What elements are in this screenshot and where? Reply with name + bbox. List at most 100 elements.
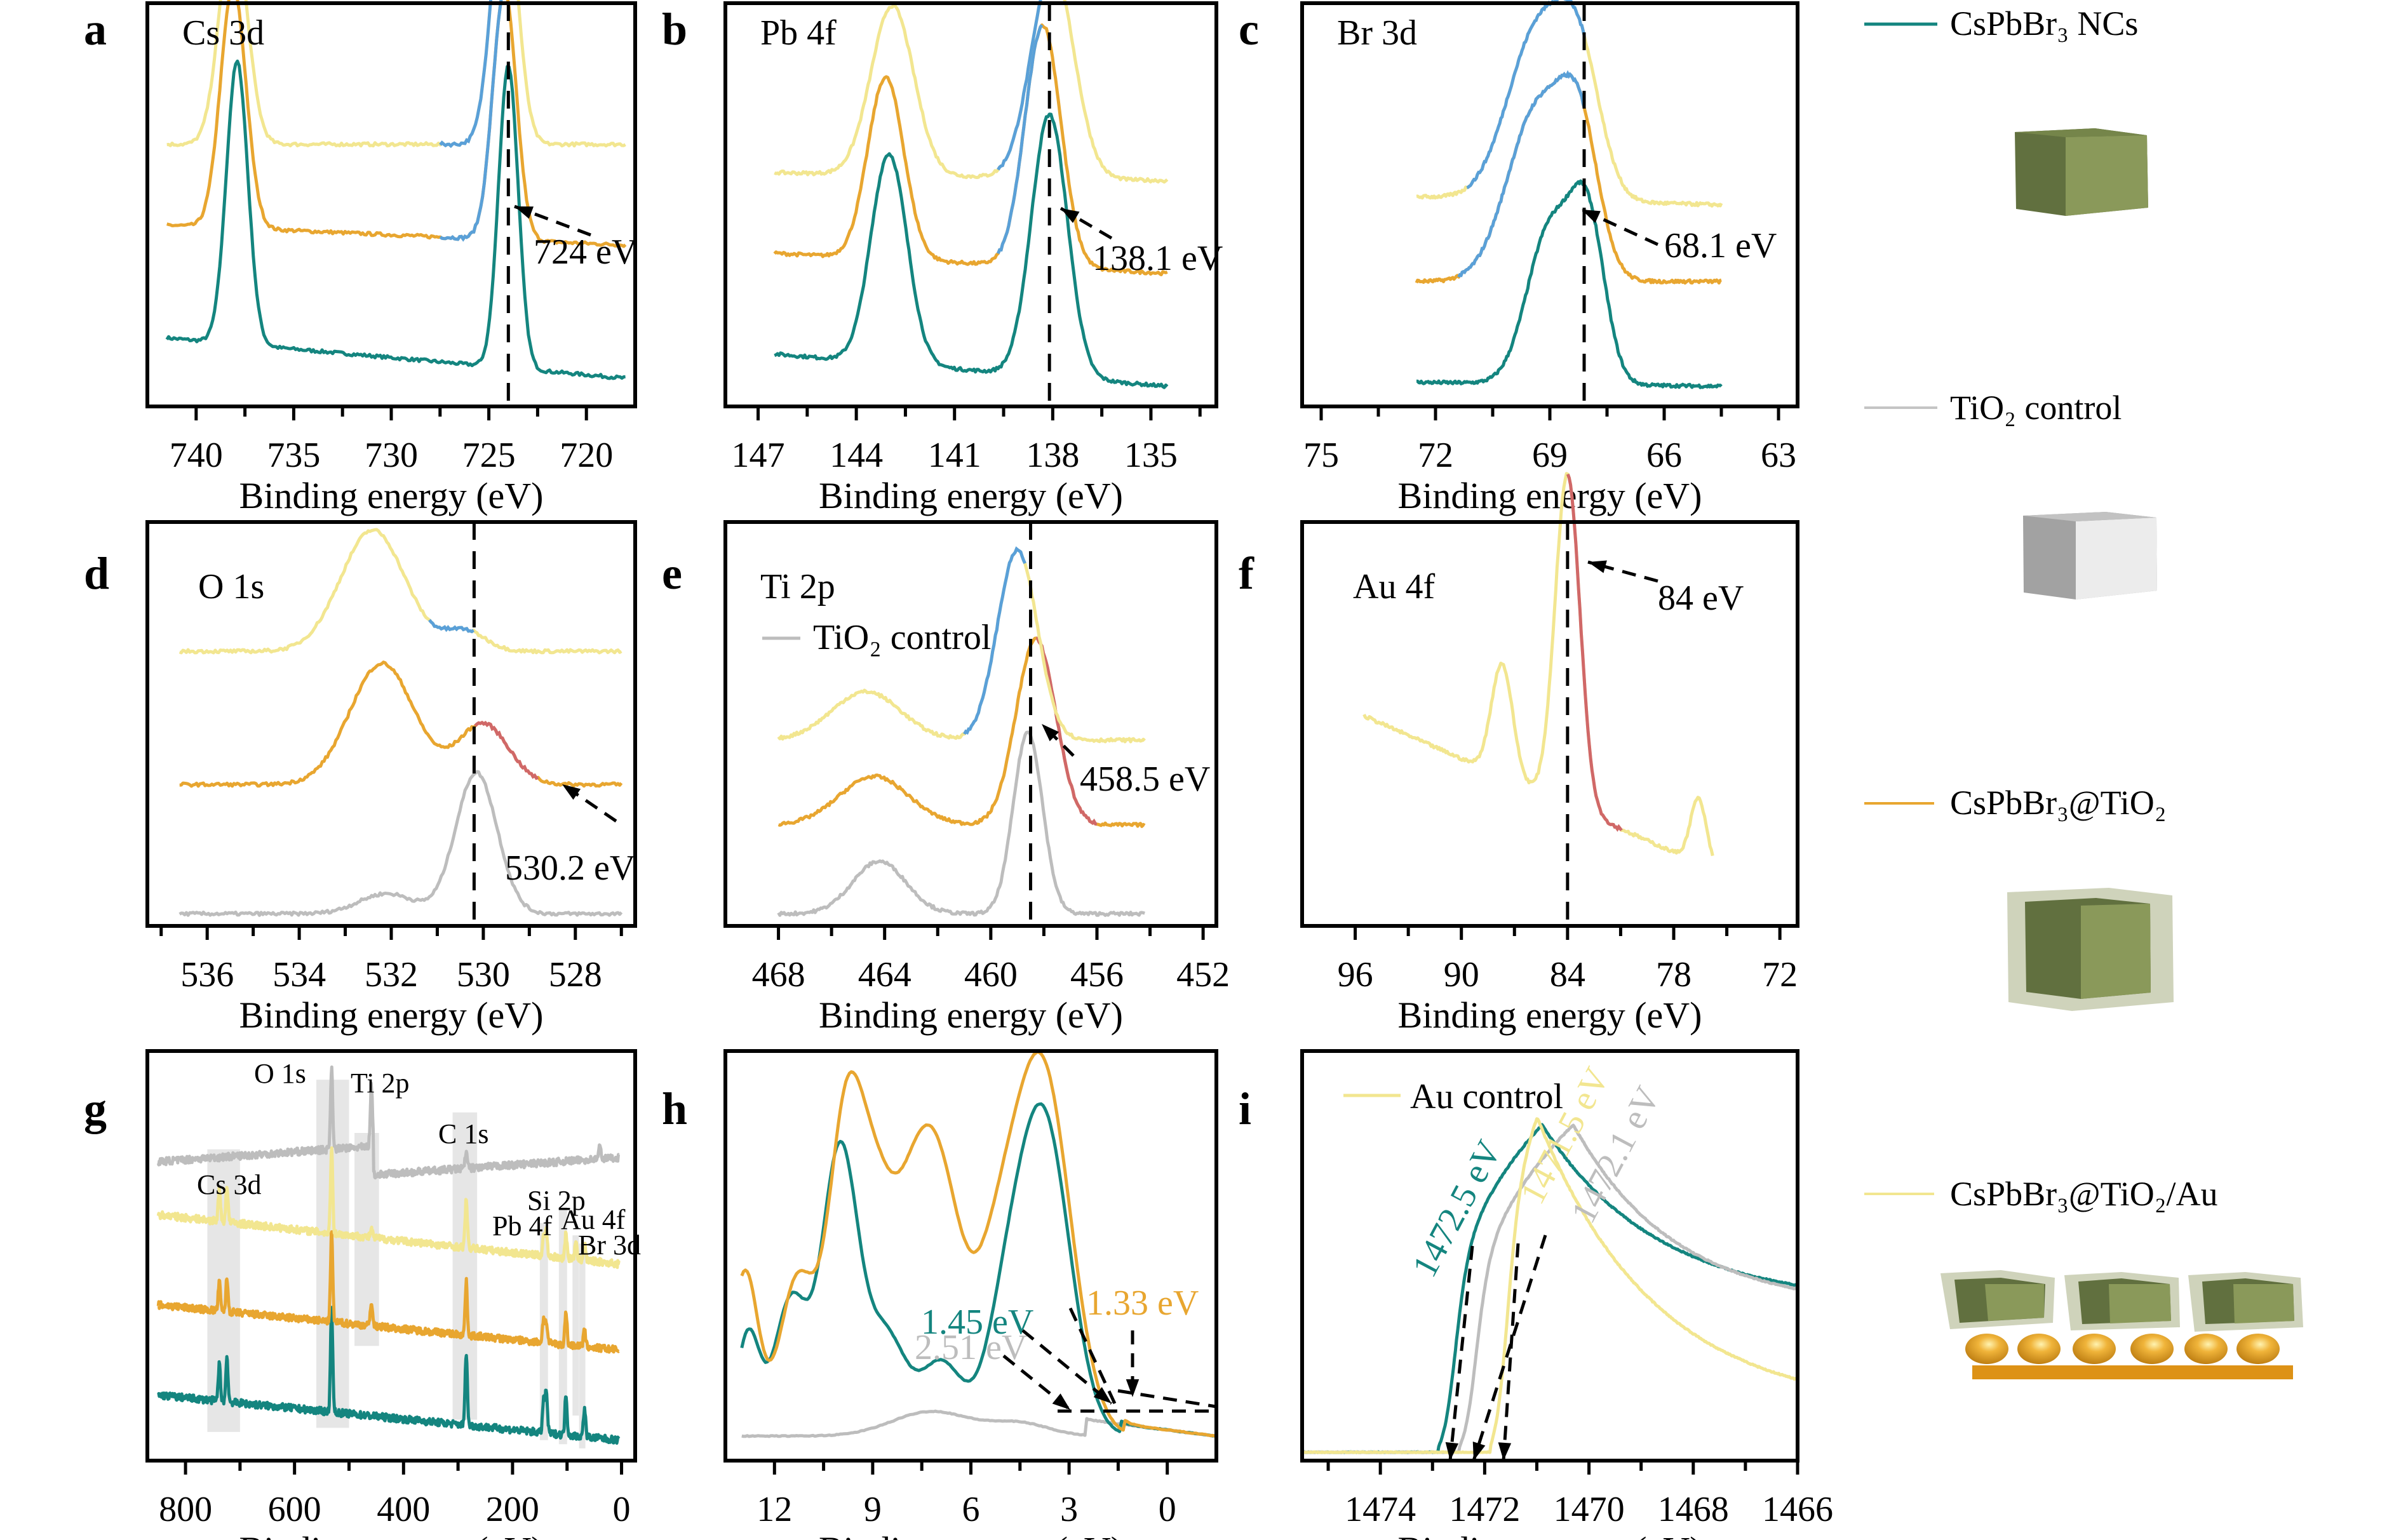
panel-g: 800 600 400 200 0 Binding energy (eV) g (84, 1049, 637, 1540)
series-line (740, 1050, 1217, 1438)
series-line (1362, 472, 1714, 857)
arrow-head (1042, 724, 1059, 742)
cubes-on-gold-icon (1940, 1270, 2303, 1379)
x-tick-label: 530 (457, 955, 510, 994)
x-tick-label: 72 (1762, 955, 1798, 994)
legend: CsPbBr₃ NCs TiO₂ control CsPbBr₃@TiO₂ (1864, 4, 2303, 1379)
legend-label-tio2: TiO₂ control (813, 618, 991, 657)
x-tick-label: 725 (462, 436, 516, 475)
band-label: Cs 3d (197, 1169, 261, 1200)
series-line (165, 59, 626, 380)
coated-cube-small (2064, 1272, 2180, 1330)
x-axis-label: Binding energy (eV) (239, 475, 544, 516)
x-tick-label: 532 (365, 955, 418, 994)
x-axis-label: Binding energy (eV) (819, 994, 1123, 1036)
annotation-arrow (1040, 723, 1075, 757)
panel-title: Cs 3d (182, 13, 264, 53)
x-tick-label: 452 (1176, 955, 1230, 994)
x-tick-label: 536 (180, 955, 234, 994)
green-cube-icon (2015, 128, 2148, 216)
band-label: Si 2p (527, 1185, 586, 1216)
x-tick-label: 12 (757, 1490, 792, 1529)
x-tick-label: 72 (1418, 436, 1453, 475)
series-highlight (996, 23, 1044, 255)
x-tick-label: 1474 (1345, 1490, 1416, 1529)
x-tick-label: 63 (1761, 436, 1796, 475)
plot-frame (1300, 1049, 1799, 1463)
x-axis-label: Binding energy (eV) (819, 475, 1123, 516)
x-tick-label: 800 (159, 1490, 212, 1529)
gray-cube-icon (2023, 512, 2157, 599)
x-tick-label: 464 (858, 955, 911, 994)
band-label: O 1s (254, 1058, 306, 1089)
x-tick-label: 1466 (1762, 1490, 1833, 1529)
panel-letter: a (84, 4, 107, 55)
x-tick-label: 600 (268, 1490, 321, 1529)
arrow-head (1588, 560, 1607, 573)
arrow-head (1052, 1393, 1070, 1410)
x-axis-label: Binding energy (eV) (239, 994, 544, 1036)
plot-frame (145, 1049, 637, 1463)
series-line (179, 660, 623, 788)
x-tick-label: 730 (365, 436, 418, 475)
band-label: Au 4f (561, 1204, 626, 1235)
arrow-head (1126, 1379, 1140, 1397)
x-tick-label: 141 (928, 436, 981, 475)
baseline-dashed (1117, 1389, 1217, 1409)
annotation-arrow (1472, 1235, 1547, 1461)
panel-letter: e (662, 548, 682, 599)
x-tick-label: 66 (1646, 436, 1682, 475)
x-tick-label: 720 (560, 436, 613, 475)
x-axis-label: Binding energy (eV) (1398, 994, 1702, 1036)
series-highlight (474, 720, 539, 780)
panel-title: O 1s (198, 567, 264, 606)
series-highlight (963, 546, 1026, 735)
series-line (1416, 0, 1723, 208)
series-line (178, 528, 622, 655)
highlight-band (207, 1149, 240, 1432)
series-highlight (1566, 473, 1623, 832)
x-tick-label: 144 (830, 436, 883, 475)
annotation-84ev: 84 eV (1658, 579, 1744, 618)
annotation-724ev: 724 eV (534, 232, 637, 272)
x-tick-label: 3 (1060, 1490, 1078, 1529)
x-tick-label: 135 (1124, 436, 1178, 475)
annotation-68ev: 68.1 eV (1664, 226, 1777, 265)
annotation-arrow (1587, 560, 1658, 583)
panel-title: Au 4f (1353, 567, 1435, 606)
series-line (773, 23, 1168, 276)
highlight-band (572, 1235, 579, 1416)
x-tick-label: 90 (1444, 955, 1479, 994)
annotation-1472-5ev: 1472.5 eV (1405, 1134, 1509, 1283)
x-tick-label: 200 (486, 1490, 539, 1529)
x-tick-label: 534 (272, 955, 326, 994)
x-tick-label: 0 (1159, 1490, 1176, 1529)
series-line (741, 1409, 1217, 1438)
panel-f: 96 90 84 78 72 Binding energy (eV) f Au 4f (1239, 472, 1799, 1036)
x-tick-label: 75 (1303, 436, 1339, 475)
annotation-1-45ev: 1.45 eV (921, 1302, 1033, 1342)
x-tick-label: 1468 (1658, 1490, 1729, 1529)
highlight-band (558, 1207, 567, 1445)
panel-letter: i (1239, 1083, 1251, 1134)
legend-item-cspbbr3-ncs: CsPbBr₃ NCs (1864, 4, 2148, 216)
panel-h: 12 9 6 3 0 Binding energy (eV) h (662, 1049, 1218, 1540)
panel-title: Ti 2p (760, 567, 835, 606)
x-tick-label: 735 (267, 436, 320, 475)
panel-letter: d (84, 548, 109, 599)
series-highlight (439, 0, 493, 149)
arrow-head (1472, 1442, 1486, 1461)
series-highlight (1466, 0, 1586, 189)
x-tick-label: 6 (962, 1490, 980, 1529)
arrow-head (1498, 1442, 1512, 1461)
gold-substrate (1972, 1365, 2293, 1379)
x-tick-label: 96 (1338, 955, 1373, 994)
plot-frame (1300, 520, 1799, 928)
legend-label: TiO₂ control (1950, 389, 2122, 427)
x-tick-label: 138 (1026, 436, 1079, 475)
annotation-arrow (514, 204, 591, 237)
x-tick-label: 1470 (1554, 1490, 1625, 1529)
panel-i: 1474 1472 1470 1468 1466 Binding energy (eV) i (1239, 1049, 1833, 1540)
